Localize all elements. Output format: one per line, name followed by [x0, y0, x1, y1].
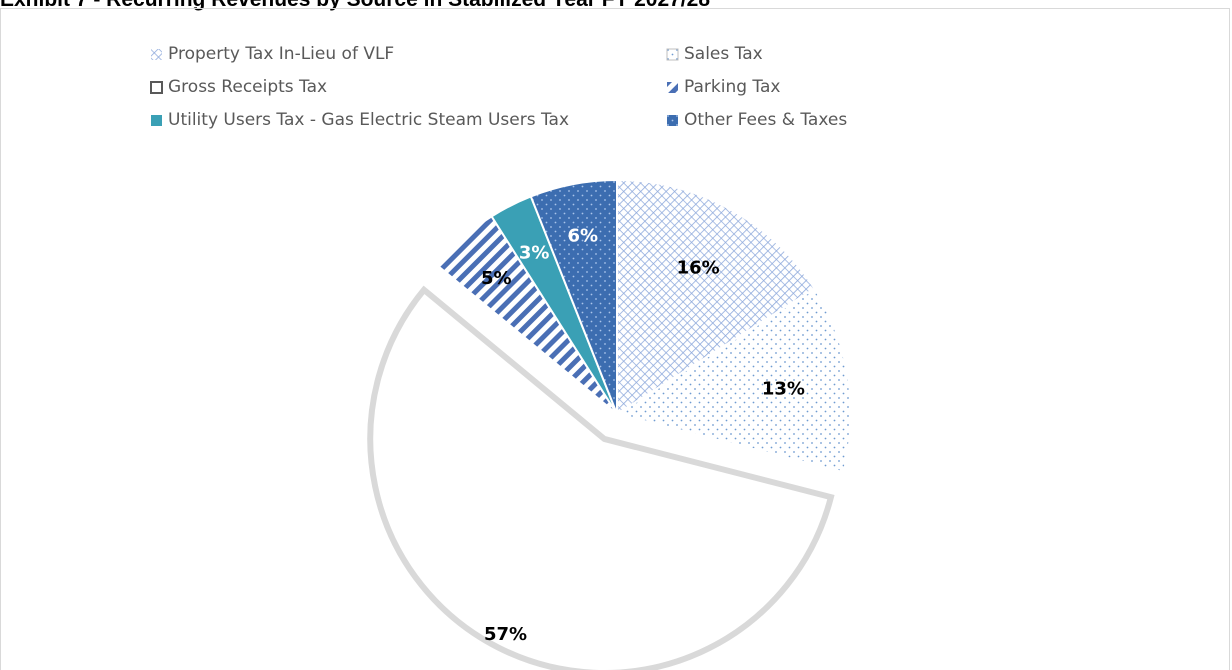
- pie-slice-property-tax-in-lieu-of-vlf[interactable]: [616, 178, 816, 416]
- pie-slice-sales-tax[interactable]: [614, 287, 852, 474]
- data-label-parking-tax: 5%: [481, 268, 512, 289]
- chart-frame: [0, 8, 1230, 670]
- legend-label: Parking Tax: [684, 77, 781, 97]
- data-label-sales-tax: 13%: [762, 379, 805, 400]
- legend-item-gross-receipts-tax[interactable]: Gross Receipts Tax: [150, 75, 666, 99]
- legend-label: Utility Users Tax - Gas Electric Steam U…: [168, 110, 570, 130]
- data-label-property-tax-in-lieu-of-vlf: 16%: [677, 257, 720, 278]
- legend-swatch-icon: [151, 48, 162, 60]
- legend-swatch-icon: [666, 48, 679, 60]
- legend-item-other-fees-taxes[interactable]: Other Fees & Taxes: [666, 108, 926, 132]
- legend-label: Property Tax In-Lieu of VLF: [168, 44, 395, 64]
- chart-legend: Property Tax In-Lieu of VLF Sales Tax Gros…: [150, 42, 926, 132]
- legend-swatch-icon: [667, 114, 678, 126]
- legend-label: Gross Receipts Tax: [168, 77, 328, 97]
- pie-slice-gross-receipts-tax[interactable]: [367, 285, 835, 670]
- legend-swatch-icon: [667, 81, 678, 93]
- legend-item-sales-tax[interactable]: Sales Tax: [666, 42, 926, 66]
- legend-item-property-tax-in-lieu-of-vlf[interactable]: Property Tax In-Lieu of VLF: [150, 42, 666, 66]
- legend-label: Other Fees & Taxes: [684, 110, 848, 130]
- data-label-other-fees-taxes: 6%: [568, 226, 599, 247]
- data-label-utility-users-tax-gas-electric-steam-users-tax: 3%: [519, 242, 550, 263]
- legend-swatch-icon: [150, 80, 163, 94]
- exhibit-title: Exhibit 7 - Recurring Revenues by Source…: [0, 0, 710, 12]
- legend-item-utility-users-tax-gas-electric-steam-users-tax[interactable]: Utility Users Tax - Gas Electric Steam U…: [150, 108, 666, 132]
- legend-swatch-icon: [151, 114, 162, 126]
- data-label-gross-receipts-tax: 57%: [484, 624, 527, 645]
- pie-slice-other-fees-taxes[interactable]: [529, 178, 618, 415]
- legend-label: Sales Tax: [684, 44, 763, 64]
- legend-item-parking-tax[interactable]: Parking Tax: [666, 75, 926, 99]
